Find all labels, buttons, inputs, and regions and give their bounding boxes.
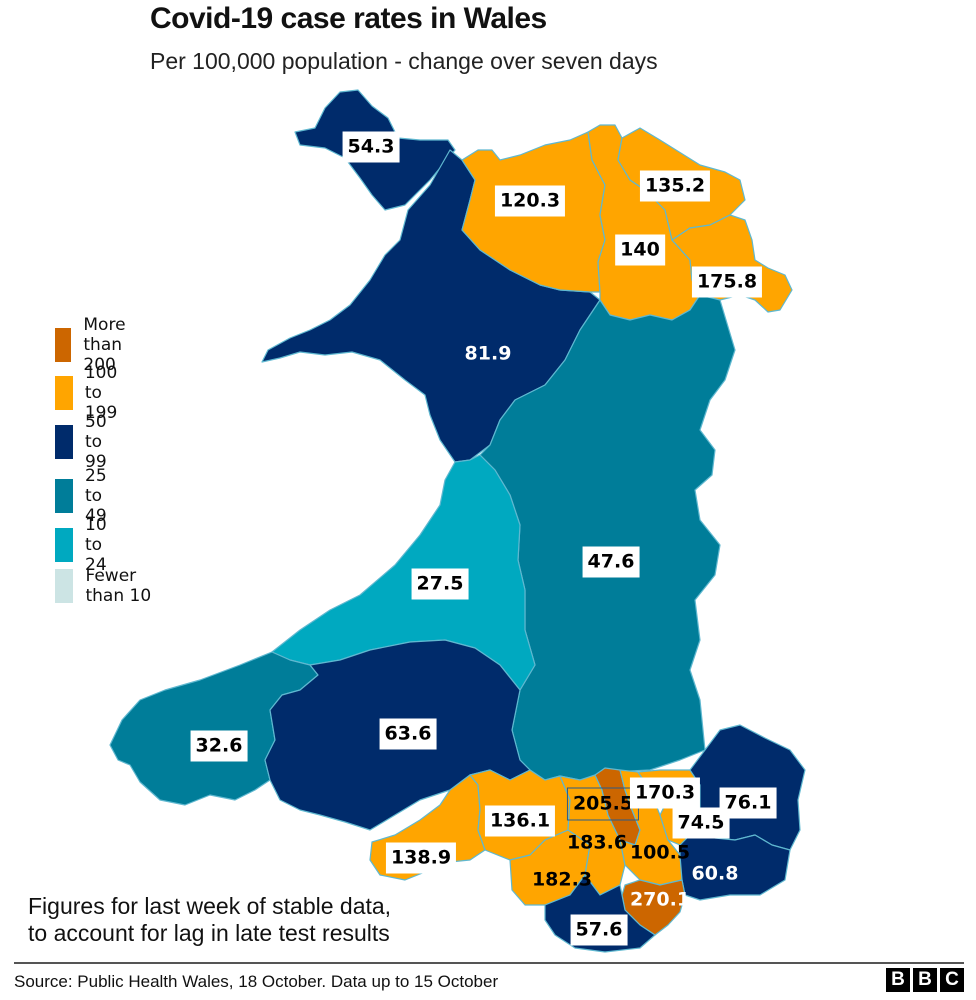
legend-swatch — [55, 569, 74, 603]
label-pembrokeshire: 32.6 — [190, 730, 248, 762]
label-conwy: 120.3 — [494, 185, 566, 217]
legend-label: 10 to 24 — [85, 515, 107, 575]
label-caerphilly: 100.5 — [629, 841, 691, 864]
label-newport: 60.8 — [691, 862, 739, 885]
chart-subtitle: Per 100,000 population - change over sev… — [150, 48, 658, 74]
legend-label: 100 to 199 — [84, 363, 118, 423]
label-cardiff: 270.1 — [629, 888, 691, 911]
legend-item-10-to-24: 10 to 24 — [55, 515, 123, 575]
data-note: Figures for last week of stable data, to… — [28, 893, 391, 947]
legend-swatch — [55, 479, 73, 513]
note-line-1: Figures for last week of stable data, — [28, 893, 392, 919]
note-line-2: to account for lag in late test results — [28, 920, 390, 946]
legend-label: 50 to 99 — [85, 412, 107, 472]
label-wrexham: 175.8 — [691, 266, 763, 298]
label-rhondda-cynon-taf: 183.6 — [566, 831, 628, 854]
footer-divider — [14, 962, 964, 964]
legend-item-fewer-than-10: Fewer than 10 — [55, 566, 152, 606]
legend-swatch — [55, 328, 72, 362]
label-gwynedd: 81.9 — [464, 342, 512, 365]
bbc-logo-letter: B — [886, 968, 910, 992]
label-neath-port-talbot: 136.1 — [484, 805, 556, 837]
label-anglesey: 54.3 — [342, 131, 400, 163]
legend-label: More than 200 — [83, 315, 126, 375]
label-monmouthshire: 76.1 — [719, 787, 777, 819]
label-swansea: 138.9 — [385, 842, 457, 874]
label-blaenau-gwent: 170.3 — [629, 777, 701, 809]
label-merthyr-tydfil: 205.5 — [566, 787, 640, 821]
legend-item-25-to-49: 25 to 49 — [55, 466, 123, 526]
label-denbighshire: 140 — [615, 234, 665, 266]
chart-title: Covid-19 case rates in Wales — [150, 2, 547, 35]
label-flintshire: 135.2 — [639, 170, 711, 202]
bbc-logo-letter: C — [940, 968, 964, 992]
legend-item-100-to-199: 100 to 199 — [55, 363, 133, 423]
legend-label: Fewer than 10 — [85, 566, 152, 606]
bbc-logo-letter: B — [913, 968, 937, 992]
legend-swatch — [55, 376, 73, 410]
label-bridgend: 182.3 — [531, 868, 593, 891]
source-text: Source: Public Health Wales, 18 October.… — [14, 972, 499, 991]
legend-label: 25 to 49 — [85, 466, 107, 526]
label-vale-of-glamorgan: 57.6 — [570, 914, 628, 946]
label-powys: 47.6 — [582, 546, 640, 578]
legend-item-more-than-200: More than 200 — [55, 315, 143, 375]
legend-swatch — [55, 528, 73, 562]
label-ceredigion: 27.5 — [411, 568, 469, 600]
label-carmarthenshire: 63.6 — [379, 718, 437, 750]
bbc-logo: B B C — [886, 968, 964, 992]
legend-item-50-to-99: 50 to 99 — [55, 412, 123, 472]
legend-swatch — [55, 425, 73, 459]
